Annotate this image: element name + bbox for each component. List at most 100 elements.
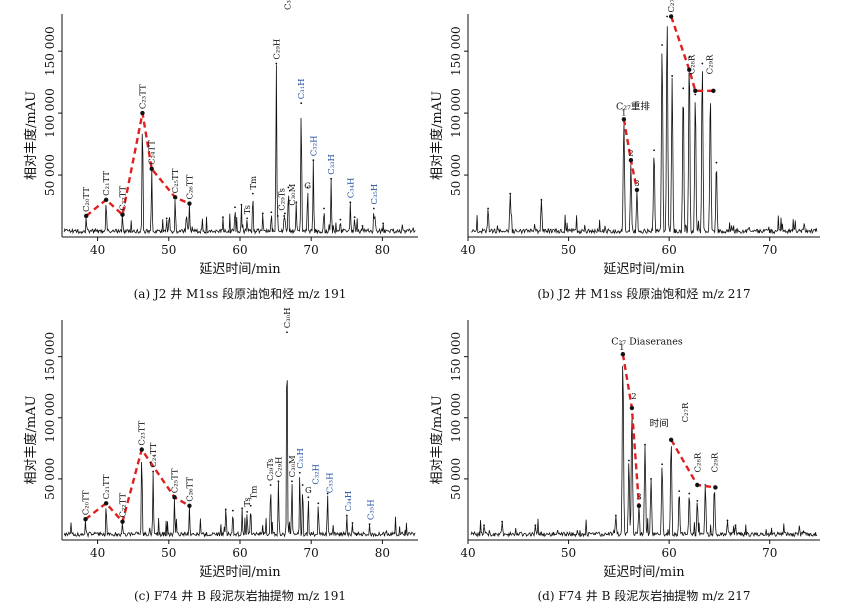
x-tick-label: 70 (762, 546, 777, 560)
peak-label: C₂₀TT (81, 490, 91, 515)
chromatogram-trace (470, 26, 818, 235)
chromatogram-trace (470, 365, 818, 538)
peak-point (509, 192, 512, 195)
peak-point (301, 484, 304, 486)
trend-point (713, 485, 718, 490)
trend-point (636, 503, 642, 508)
trend-point (139, 447, 144, 452)
x-axis-title: 延迟时间/min (199, 565, 281, 580)
trend-point (84, 213, 89, 219)
peak-point (330, 177, 333, 180)
peak-point (269, 484, 272, 486)
y-tick-label: 100 000 (43, 88, 57, 138)
peak-label: C₂₈R (687, 54, 697, 74)
peak-point (534, 524, 537, 527)
chart-panel-c: 40 50 60 70 80 50 000 100 000 150 000 延迟时间/min 相对… (23, 307, 418, 603)
x-tick-label: 50 (561, 546, 576, 560)
annotation-label: C₂₇重排 (616, 100, 650, 112)
peak-point (323, 207, 325, 210)
peak-point (644, 443, 646, 446)
peak-point (382, 222, 385, 225)
y-tick-label: 150 000 (449, 26, 463, 76)
peak-point (688, 56, 691, 59)
peak-point (715, 161, 718, 164)
y-tick-label: 50 000 (43, 458, 57, 500)
peak-point (666, 15, 669, 18)
peak-label: C₂₁TT (102, 171, 112, 196)
trend-point (620, 352, 626, 357)
trend-point (187, 201, 192, 206)
peak-label: Tm (249, 176, 259, 190)
x-tick-label: 60 (232, 243, 247, 257)
y-tick-label: 150 000 (43, 26, 57, 76)
x-tick-label: 50 (161, 546, 176, 560)
peak-label: C₃₁H (297, 78, 307, 99)
peak-label: C₃₅H (366, 499, 376, 520)
peak-point (661, 44, 664, 46)
trend-point (120, 212, 125, 217)
peak-label: G (304, 181, 311, 191)
peak-point (283, 215, 286, 217)
chart-panel-d: 40 50 60 70 50 000 100 000 150 000 延迟时间/min 相对丰度… (429, 320, 820, 603)
chart-panel-a: 40 50 60 70 80 50 000 100 000 150 000 延迟时间/min 相对… (23, 0, 418, 301)
peak-label: C₃₀H (284, 0, 294, 10)
y-axis-title: 相对丰度/mAU (429, 91, 445, 180)
panel-caption: (c) F74 井 B 段泥灰岩抽提物 m/z 191 (134, 588, 346, 603)
peak-label: C₂₉Ts (266, 458, 276, 481)
peak-point (300, 102, 303, 105)
peak-label: C₃₁H (296, 448, 306, 469)
peak-point (326, 492, 329, 495)
x-axis-title: 延迟时间/min (603, 565, 685, 580)
peak-label: C₂₄TT (149, 442, 159, 467)
peak-point (353, 216, 356, 219)
peak-label: G (305, 486, 312, 496)
trend-point (711, 88, 716, 94)
peak-label: C₂₃TT (138, 84, 148, 109)
y-tick-label: 100 000 (43, 393, 57, 443)
x-axis-title: 延迟时间/min (603, 262, 685, 277)
y-tick-label: 100 000 (449, 88, 463, 138)
peak-label: C₂₉H (274, 457, 284, 478)
chromatogram-trace (63, 380, 416, 538)
peak-label: C₃₀M (288, 183, 298, 205)
peak-label: 2 (628, 149, 633, 159)
x-tick-label: 40 (90, 546, 105, 560)
trend-point (173, 195, 178, 200)
peak-point (734, 524, 737, 527)
peak-label: C₃₀H (283, 307, 293, 328)
peak-point (277, 480, 280, 483)
peak-point (351, 521, 354, 524)
peak-point (372, 207, 375, 210)
trend-point (103, 501, 109, 506)
peak-label: 1 (619, 343, 624, 353)
peak-label: C₂₇R (681, 402, 691, 422)
peak-point (246, 510, 249, 513)
peak-label: 1 (621, 108, 626, 118)
peak-label: C₂₁TT (102, 474, 112, 499)
peak-point (307, 496, 310, 499)
x-tick-label: 60 (662, 546, 677, 560)
peak-label: C₂₄TT (148, 140, 158, 165)
trend-point (668, 437, 674, 442)
trend-point (628, 157, 634, 163)
y-tick-label: 50 000 (43, 154, 57, 196)
peak-label: C₃₂H (309, 135, 319, 156)
peak-point (275, 62, 278, 65)
x-tick-label: 60 (662, 243, 677, 257)
peak-label: C₂₅TT (171, 168, 181, 193)
x-tick-label: 40 (90, 243, 105, 257)
trend-point (120, 519, 125, 524)
y-tick-label: 150 000 (43, 332, 57, 382)
peak-label: C₂₀TT (82, 187, 92, 212)
peak-point (287, 186, 290, 189)
peak-point (368, 523, 371, 526)
peak-point (286, 331, 288, 334)
trend-point (693, 88, 698, 94)
peak-label: C₃₂H (311, 464, 321, 485)
y-tick-label: 150 000 (449, 332, 463, 382)
peak-label: C₂₈R (693, 452, 703, 472)
x-tick-label: 40 (460, 243, 475, 257)
peak-label: C₂₉H (272, 39, 282, 60)
trend-point (687, 67, 692, 72)
x-tick-label: 60 (232, 546, 247, 560)
